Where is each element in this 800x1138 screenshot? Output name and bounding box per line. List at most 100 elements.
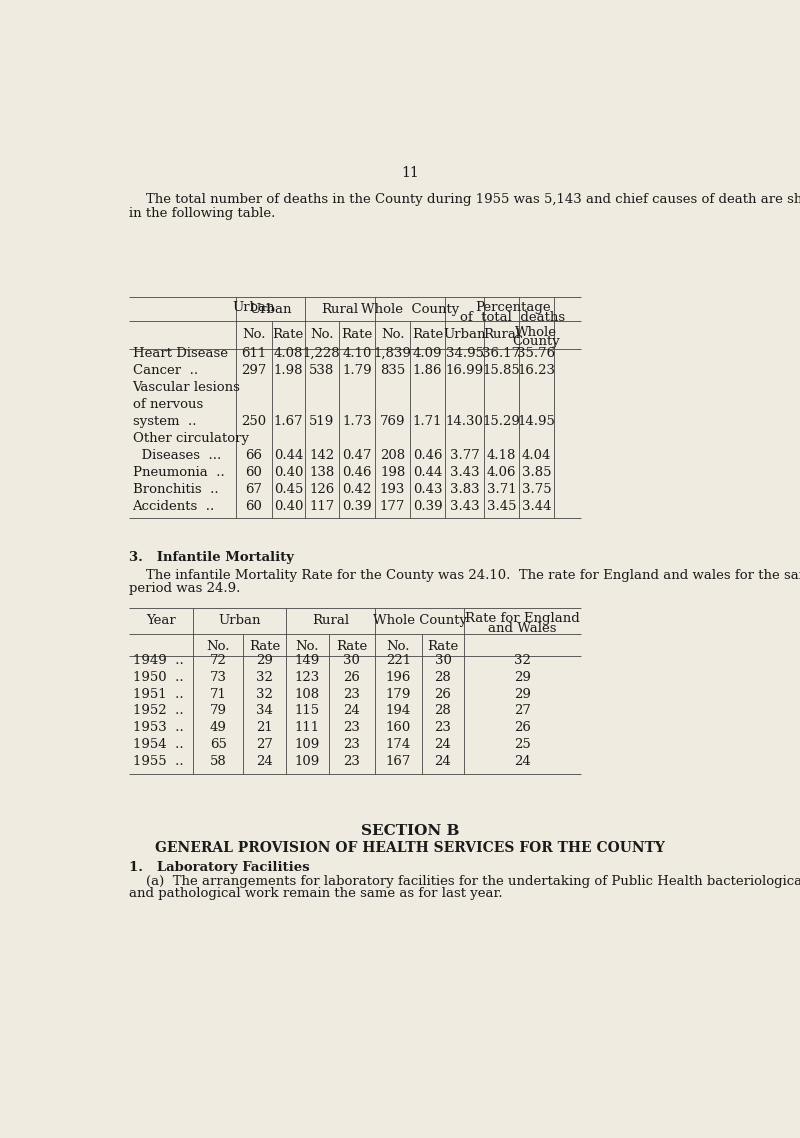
Text: 67: 67 [246,483,262,496]
Text: 3.75: 3.75 [522,483,551,496]
Text: in the following table.: in the following table. [130,207,276,220]
Text: 0.44: 0.44 [413,465,442,479]
Text: Pneumonia  ..: Pneumonia .. [133,465,224,479]
Text: 1953  ..: 1953 .. [133,721,183,734]
Text: 4.18: 4.18 [486,448,516,462]
Text: No.: No. [295,641,319,653]
Text: 3.   Infantile Mortality: 3. Infantile Mortality [130,551,294,563]
Text: Cancer  ..: Cancer .. [133,364,198,377]
Text: 4.08: 4.08 [274,347,303,361]
Text: 3.44: 3.44 [522,500,551,512]
Text: and pathological work remain the same as for last year.: and pathological work remain the same as… [130,888,503,900]
Text: 34: 34 [256,704,273,717]
Text: 28: 28 [434,704,451,717]
Text: 0.44: 0.44 [274,448,303,462]
Text: 14.95: 14.95 [518,415,555,428]
Text: 25: 25 [514,739,530,751]
Text: 0.39: 0.39 [342,500,372,512]
Text: 4.06: 4.06 [486,465,516,479]
Text: 60: 60 [246,465,262,479]
Text: 1.86: 1.86 [413,364,442,377]
Text: 0.43: 0.43 [413,483,442,496]
Text: 23: 23 [343,721,360,734]
Text: 160: 160 [386,721,411,734]
Text: 71: 71 [210,687,226,701]
Text: 769: 769 [380,415,406,428]
Text: 123: 123 [294,670,320,684]
Text: 21: 21 [256,721,273,734]
Text: 177: 177 [380,500,406,512]
Text: 30: 30 [434,653,451,667]
Text: 3.43: 3.43 [450,465,479,479]
Text: 0.47: 0.47 [342,448,372,462]
Text: 23: 23 [343,739,360,751]
Text: County: County [513,336,560,348]
Text: 16.99: 16.99 [446,364,484,377]
Text: and Wales: and Wales [488,621,557,635]
Text: 27: 27 [256,739,273,751]
Text: 1955  ..: 1955 .. [133,756,183,768]
Text: GENERAL PROVISION OF HEALTH SERVICES FOR THE COUNTY: GENERAL PROVISION OF HEALTH SERVICES FOR… [155,841,665,855]
Text: 0.45: 0.45 [274,483,303,496]
Text: 1950  ..: 1950 .. [133,670,183,684]
Text: 24: 24 [256,756,273,768]
Text: 24: 24 [434,739,451,751]
Text: The infantile Mortality Rate for the County was 24.10.  The rate for England and: The infantile Mortality Rate for the Cou… [130,569,800,583]
Text: 4.04: 4.04 [522,448,551,462]
Text: 1,839: 1,839 [374,347,411,361]
Text: 0.39: 0.39 [413,500,442,512]
Text: 27: 27 [514,704,531,717]
Text: 26: 26 [343,670,360,684]
Text: 11: 11 [401,166,419,180]
Text: 3.85: 3.85 [522,465,551,479]
Text: 3.77: 3.77 [450,448,479,462]
Text: 111: 111 [294,721,320,734]
Text: Heart Disease: Heart Disease [133,347,227,361]
Text: 149: 149 [294,653,320,667]
Text: 15.29: 15.29 [482,415,520,428]
Text: 174: 174 [386,739,411,751]
Text: 34.95: 34.95 [446,347,484,361]
Text: 32: 32 [256,687,273,701]
Text: 167: 167 [386,756,411,768]
Text: 1952  ..: 1952 .. [133,704,183,717]
Text: No.: No. [206,641,230,653]
Text: 1.98: 1.98 [274,364,303,377]
Text: 3.45: 3.45 [486,500,516,512]
Text: No.: No. [242,328,266,340]
Text: 835: 835 [380,364,405,377]
Text: 196: 196 [386,670,411,684]
Text: Rural: Rural [322,303,358,316]
Text: Rural: Rural [312,615,349,627]
Text: 0.40: 0.40 [274,465,303,479]
Text: 538: 538 [309,364,334,377]
Text: 3.71: 3.71 [486,483,516,496]
Text: 4.10: 4.10 [342,347,371,361]
Text: 611: 611 [242,347,266,361]
Text: 519: 519 [309,415,334,428]
Text: 4.09: 4.09 [413,347,442,361]
Text: 29: 29 [256,653,273,667]
Text: 28: 28 [434,670,451,684]
Text: 3.43: 3.43 [450,500,479,512]
Text: 49: 49 [210,721,226,734]
Text: 0.40: 0.40 [274,500,303,512]
Text: 72: 72 [210,653,226,667]
Text: 1949  ..: 1949 .. [133,653,183,667]
Text: 194: 194 [386,704,411,717]
Text: Rate: Rate [412,328,443,340]
Text: Rate: Rate [342,328,373,340]
Text: 26: 26 [434,687,451,701]
Text: 29: 29 [514,670,531,684]
Text: 1.73: 1.73 [342,415,372,428]
Text: 30: 30 [343,653,360,667]
Text: Percentage: Percentage [475,302,550,314]
Text: 198: 198 [380,465,405,479]
Text: of  total  deaths: of total deaths [460,311,566,323]
Text: Urban: Urban [443,328,486,340]
Text: 58: 58 [210,756,226,768]
Text: 73: 73 [210,670,226,684]
Text: 3.83: 3.83 [450,483,479,496]
Text: 26: 26 [514,721,531,734]
Text: 115: 115 [294,704,320,717]
